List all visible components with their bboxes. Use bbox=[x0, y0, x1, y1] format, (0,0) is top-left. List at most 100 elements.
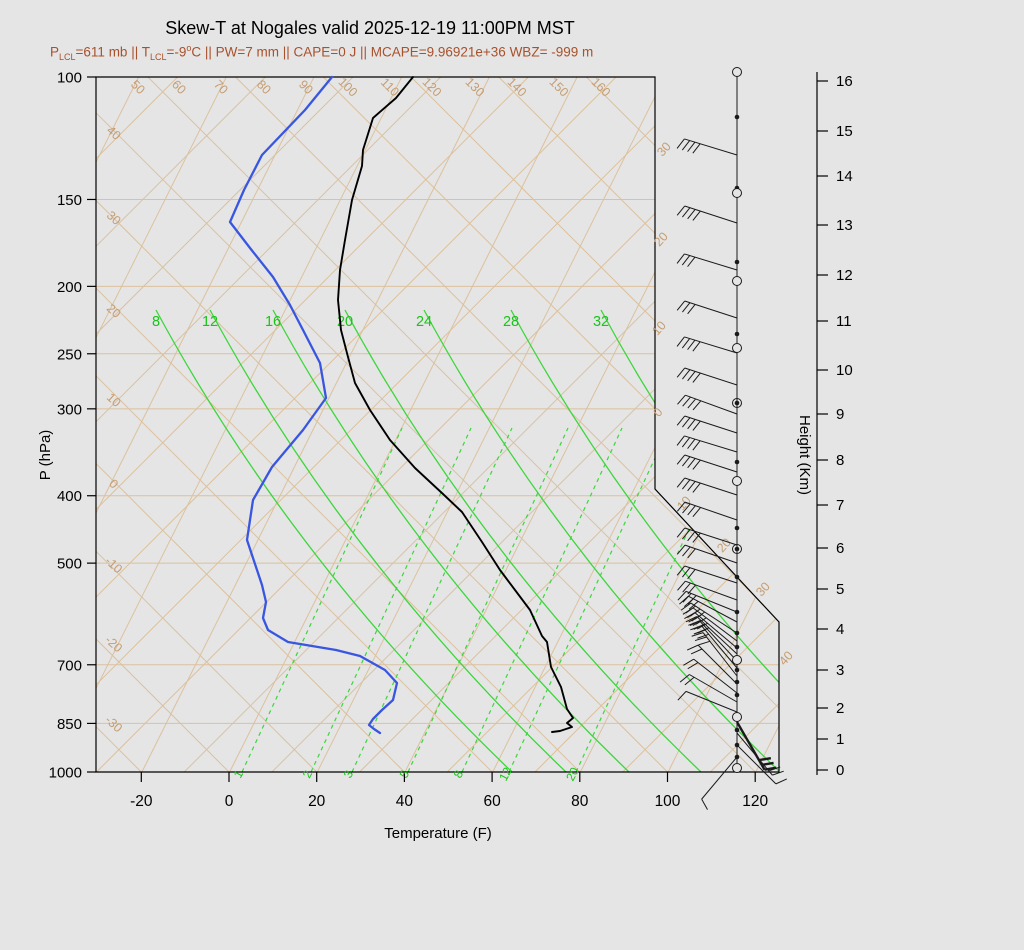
wind-level-circle bbox=[732, 188, 742, 198]
wind-barb-feather bbox=[687, 531, 696, 542]
isotherm-line bbox=[798, 77, 1024, 772]
wind-barb-feather bbox=[682, 503, 691, 514]
mixing-ratio-label: 2 bbox=[300, 768, 316, 781]
wind-barb-feather bbox=[687, 209, 696, 220]
wind-barb-shaft bbox=[684, 565, 738, 584]
wind-level-dot bbox=[734, 259, 740, 265]
wind-barb bbox=[676, 300, 738, 319]
height-tick-label: 1 bbox=[836, 731, 844, 748]
wind-barb-feather bbox=[676, 565, 686, 576]
wind-barb-feather bbox=[690, 648, 703, 655]
isotherm-line bbox=[271, 77, 779, 772]
wind-barb bbox=[677, 690, 738, 713]
isotherm-label: 120 bbox=[420, 75, 445, 100]
height-tick-label: 4 bbox=[836, 621, 844, 638]
wind-barb-feather bbox=[692, 210, 701, 221]
isotherm-line bbox=[96, 77, 354, 772]
wind-barb-shaft bbox=[685, 580, 738, 601]
wind-barb-feather bbox=[772, 770, 784, 776]
wind-barb-feather bbox=[685, 616, 697, 623]
wind-barb-column bbox=[676, 67, 788, 810]
wind-barb bbox=[677, 580, 738, 601]
parameter-text: =611 mb || T bbox=[75, 44, 150, 60]
wind-barb bbox=[691, 632, 738, 677]
dry-adiabat-line bbox=[498, 77, 779, 772]
height-tick-label: 0 bbox=[836, 762, 844, 779]
wind-barb-feather bbox=[681, 140, 691, 151]
pressure-tick-label: 300 bbox=[57, 401, 82, 418]
wind-barb-feather bbox=[687, 398, 697, 409]
isotherm-line bbox=[96, 77, 617, 772]
pressure-tick-label: 500 bbox=[57, 556, 82, 573]
height-tick-label: 11 bbox=[836, 313, 852, 330]
moist-adiabat-label: 16 bbox=[265, 314, 281, 330]
height-tick-label: 5 bbox=[836, 581, 844, 598]
dry-adiabat-line bbox=[96, 77, 318, 772]
isotherm-label: 160 bbox=[589, 75, 614, 100]
wind-barb-shaft bbox=[684, 527, 738, 546]
pressure-tick-label: 200 bbox=[57, 279, 82, 296]
wind-barb bbox=[683, 658, 738, 694]
wind-barb bbox=[676, 565, 738, 584]
isotherm-label: 70 bbox=[211, 77, 231, 97]
mixing-ratio-line bbox=[508, 427, 670, 772]
wind-level-dot bbox=[734, 459, 740, 465]
wind-barb bbox=[736, 732, 784, 776]
wind-barb bbox=[735, 721, 777, 771]
wind-barb bbox=[676, 477, 738, 496]
wind-barb-feather bbox=[676, 205, 686, 216]
wind-barb-feather bbox=[690, 625, 702, 631]
adiabat-label: 0 bbox=[106, 476, 121, 491]
wind-barb-feather bbox=[693, 629, 706, 635]
moist-adiabat-line bbox=[423, 309, 779, 772]
wind-level-circle bbox=[732, 476, 742, 486]
wind-barb bbox=[676, 527, 738, 546]
height-tick-label: 3 bbox=[836, 662, 844, 679]
wind-barb-feather bbox=[676, 138, 685, 149]
dry-adiabat-line bbox=[235, 77, 779, 772]
isotherm-label: 140 bbox=[505, 75, 530, 100]
wind-barb-feather bbox=[676, 415, 686, 426]
steep-isotherm-line bbox=[1019, 77, 1024, 772]
steep-isotherm-line bbox=[96, 77, 315, 772]
wind-barb-feather bbox=[682, 369, 691, 380]
parameter-text: P bbox=[50, 44, 60, 60]
moist-adiabat-line bbox=[510, 309, 779, 772]
moist-adiabat-line bbox=[344, 309, 702, 772]
wind-barb-feather bbox=[687, 419, 696, 430]
wind-barb-feather bbox=[687, 548, 696, 559]
isotherm-line bbox=[710, 77, 779, 772]
moist-adiabat-line bbox=[272, 309, 630, 772]
wind-barb-shaft bbox=[699, 620, 738, 662]
temperature-tick-label: -20 bbox=[130, 793, 153, 810]
isotherm-line bbox=[974, 77, 1024, 772]
height-tick-label: 8 bbox=[836, 452, 844, 469]
mixing-ratio-label: 1 bbox=[231, 768, 247, 781]
wind-barb-shaft bbox=[736, 744, 777, 785]
wind-barb-shaft bbox=[684, 501, 738, 521]
wind-level-dot bbox=[734, 331, 740, 337]
wind-barb-shaft bbox=[697, 644, 738, 685]
wind-barb-shaft bbox=[684, 435, 738, 453]
wind-barb-feather bbox=[697, 633, 709, 639]
steep-isotherm-line bbox=[931, 77, 1024, 772]
wind-barb-feather bbox=[676, 544, 686, 555]
moist-adiabat-label: 28 bbox=[503, 314, 519, 330]
dry-adiabat-line bbox=[410, 77, 779, 772]
wind-barb-feather bbox=[682, 546, 691, 557]
mixing-ratio-labels: 1 2 3 5 8 12 20 bbox=[231, 765, 582, 784]
wind-barb-feather bbox=[676, 336, 685, 347]
wind-barb-feather bbox=[692, 143, 701, 154]
wind-barb-shaft bbox=[702, 632, 738, 677]
wind-barb-shaft bbox=[684, 454, 738, 473]
mixing-ratio-line bbox=[461, 427, 623, 772]
wind-barb-feather bbox=[684, 612, 696, 619]
wind-barb-feather bbox=[676, 454, 686, 465]
wind-barb bbox=[676, 138, 738, 156]
isotherm-line bbox=[886, 77, 1024, 772]
isotherm-label: 50 bbox=[128, 77, 148, 97]
wind-level-circle bbox=[732, 67, 742, 77]
isotherm-line bbox=[96, 77, 442, 772]
